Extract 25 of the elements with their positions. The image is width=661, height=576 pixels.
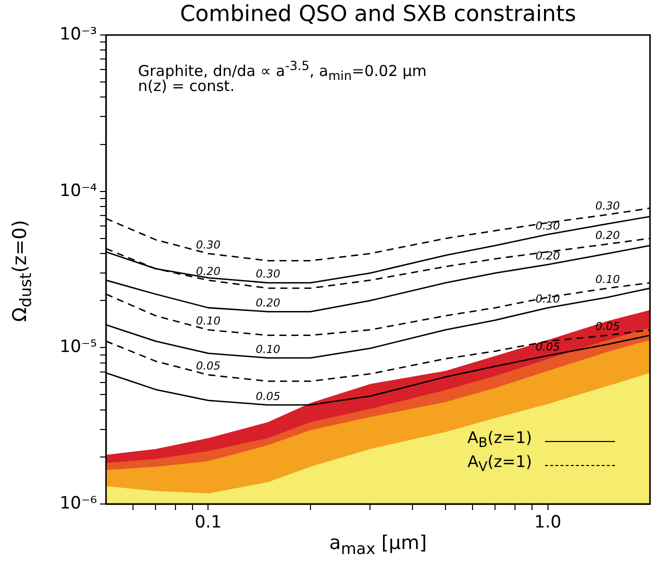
series-label: 0.30 [595,199,620,212]
series-label: 0.10 [595,273,620,286]
x-tick-label: 1.0 [534,512,562,533]
y-tick-label: 10⁻⁶ [60,493,98,514]
series-label: 0.05 [536,340,560,354]
y-tick-label: 10⁻⁴ [60,180,98,201]
x-tick-label: 0.1 [194,512,222,533]
text: 0.05 [196,360,220,373]
x-axis-title: a$_{max}$ [μm] [328,532,428,558]
annotation: A$_{B}$(z=1) [467,428,532,452]
text: 0.30 [256,268,280,281]
text: 0.20 [196,265,220,278]
text: 0.05 [595,320,620,334]
y-tick-label: 10⁻⁵ [60,337,97,358]
text: 0.30 [196,238,220,252]
y-tick-label: 10⁻³ [60,24,97,44]
text: 0.10 [256,342,280,356]
series-label: 0.20 [595,228,620,242]
series-label: 0.20 [536,249,560,262]
annotation: A$_{V}$(z=1) [467,452,532,476]
series-label: 0.05 [256,390,280,403]
series-label: 0.30 [536,219,560,232]
text: 0.20 [256,296,280,310]
chart-title: Combined QSO and SXB constraints [178,2,578,27]
text: 0.10 [196,314,220,328]
